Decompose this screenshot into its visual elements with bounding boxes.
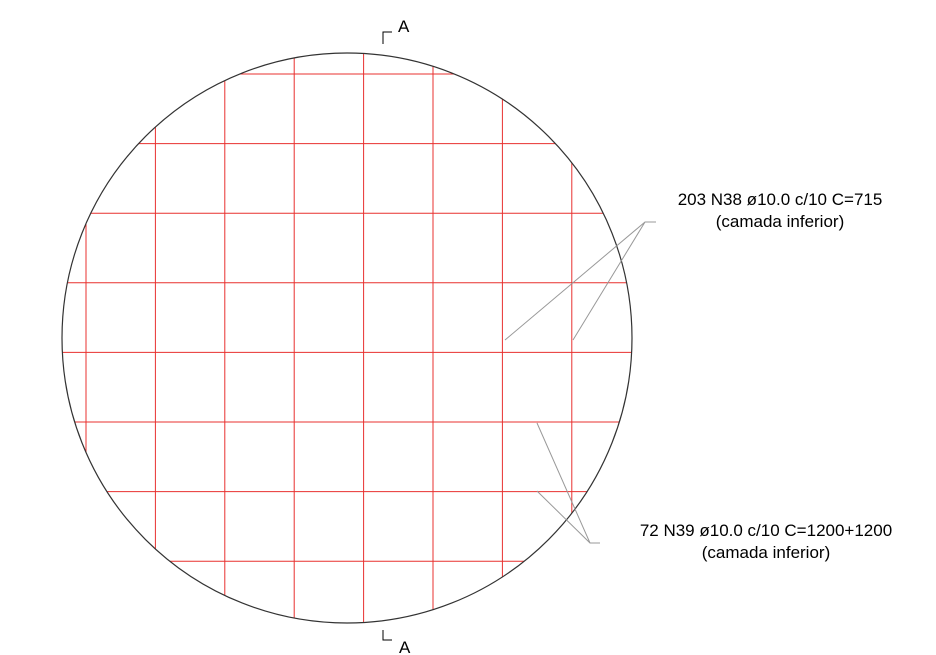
rebar-grid bbox=[62, 53, 632, 623]
leaders bbox=[504, 221, 656, 544]
annotation-text: 203 N38 ø10.0 c/10 C=715 bbox=[678, 190, 883, 209]
annotation-text: 72 N39 ø10.0 c/10 C=1200+1200 bbox=[640, 521, 892, 540]
section-bracket bbox=[382, 630, 392, 641]
slab-outline bbox=[61, 52, 633, 624]
annotation-text: (camada inferior) bbox=[702, 543, 831, 562]
section-bracket bbox=[382, 31, 392, 44]
leader bbox=[504, 221, 656, 341]
section-label: A bbox=[399, 638, 411, 655]
leader bbox=[536, 422, 600, 544]
annotation-text: (camada inferior) bbox=[716, 212, 845, 231]
section-label: A bbox=[398, 17, 410, 36]
